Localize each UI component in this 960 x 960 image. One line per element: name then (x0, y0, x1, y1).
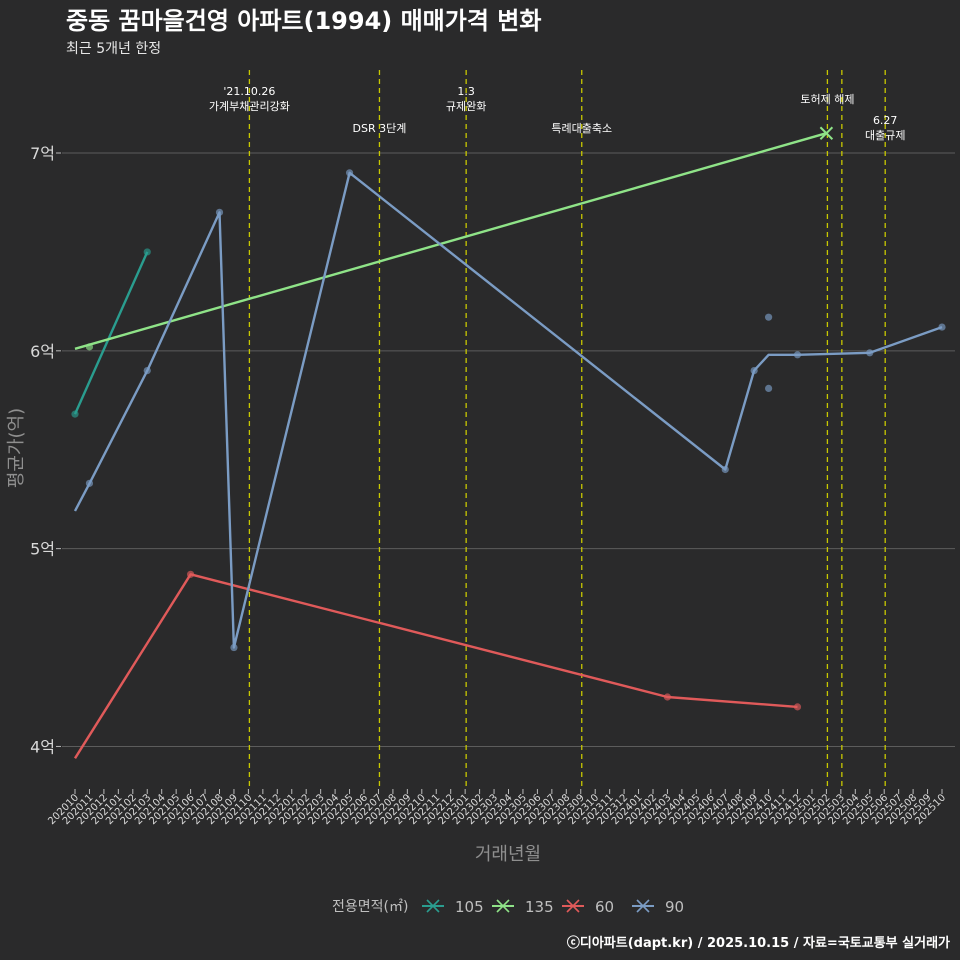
legend-key-90 (632, 899, 654, 913)
event-label: 1.3 (457, 85, 475, 98)
legend-key-135 (492, 899, 514, 913)
legend-label-135: 135 (525, 898, 554, 916)
legend-label-90: 90 (665, 898, 684, 916)
data-point-90 (721, 465, 729, 474)
event-label: 토허제 해제 (800, 92, 854, 106)
chart-caption: ⓒ디아파트(dapt.kr) / 2025.10.15 / 자료=국토교통부 실… (567, 935, 950, 951)
data-point-90 (750, 367, 758, 375)
legend-swatch-cross (636, 899, 650, 913)
data-point-105 (71, 410, 79, 418)
data-point-90 (85, 479, 94, 487)
data-point-90 (215, 208, 224, 216)
data-point-90 (765, 384, 773, 393)
series-line-90 (73, 171, 943, 649)
event-label: 규제완화 (446, 100, 486, 113)
legend-title: 전용면적(㎡) (332, 899, 408, 915)
data-point-60 (793, 703, 802, 711)
series-line-135 (74, 132, 827, 350)
event-label: '21.10.26 (223, 85, 275, 98)
y-tick-label: 6억 (30, 342, 55, 361)
legend-label-60: 60 (595, 898, 614, 916)
event-label: 6.27 (873, 114, 898, 127)
y-tick-label: 7억 (30, 144, 55, 163)
data-point-90 (143, 367, 151, 375)
event-label: 대출규제 (865, 129, 905, 142)
x-axis-title: 거래년월 (475, 844, 541, 865)
chart-subtitle: 최근 5개년 한정 (66, 41, 161, 57)
y-axis: 4억 5억 6억 7억 (30, 144, 61, 756)
y-tick-label: 5억 (30, 540, 55, 559)
x-marker-135 (819, 126, 834, 140)
legend-label-105: 105 (455, 898, 484, 916)
legend-swatch-cross (426, 899, 440, 913)
event-label: 특례대출축소 (551, 122, 612, 135)
event-label: 가계부채관리강화 (209, 100, 290, 113)
data-point-90 (793, 351, 802, 359)
y-axis-title: 평균가(억) (6, 408, 27, 488)
data-point-90 (938, 323, 946, 331)
y-tick-label: 4억 (30, 737, 55, 756)
data-point-90 (230, 643, 238, 652)
legend-key-105 (422, 899, 444, 913)
x-axis: 2020102020112020122021012021022021032021… (46, 789, 948, 827)
chart-title: 중동 꿈마을건영 아파트(1994) 매매가격 변화 (66, 7, 541, 35)
data-point-60 (663, 693, 672, 701)
data-point-90 (866, 349, 874, 357)
legend-swatch-cross (496, 899, 510, 913)
legend-key-60 (562, 899, 584, 913)
data-point-60 (187, 570, 195, 578)
legend-swatch-cross (566, 899, 580, 913)
data-point-90 (765, 313, 773, 321)
series-group (71, 126, 946, 759)
series-line-60 (73, 573, 798, 759)
data-point-90 (345, 169, 354, 177)
series-line-105 (73, 251, 149, 415)
legend: 전용면적(㎡) 105 135 60 90 (332, 898, 684, 916)
data-point-135 (85, 343, 94, 351)
x-marker-stroke (819, 126, 834, 140)
event-label: DSR 3단계 (353, 122, 407, 135)
data-point-105 (143, 248, 151, 256)
grid-lines (62, 152, 955, 747)
